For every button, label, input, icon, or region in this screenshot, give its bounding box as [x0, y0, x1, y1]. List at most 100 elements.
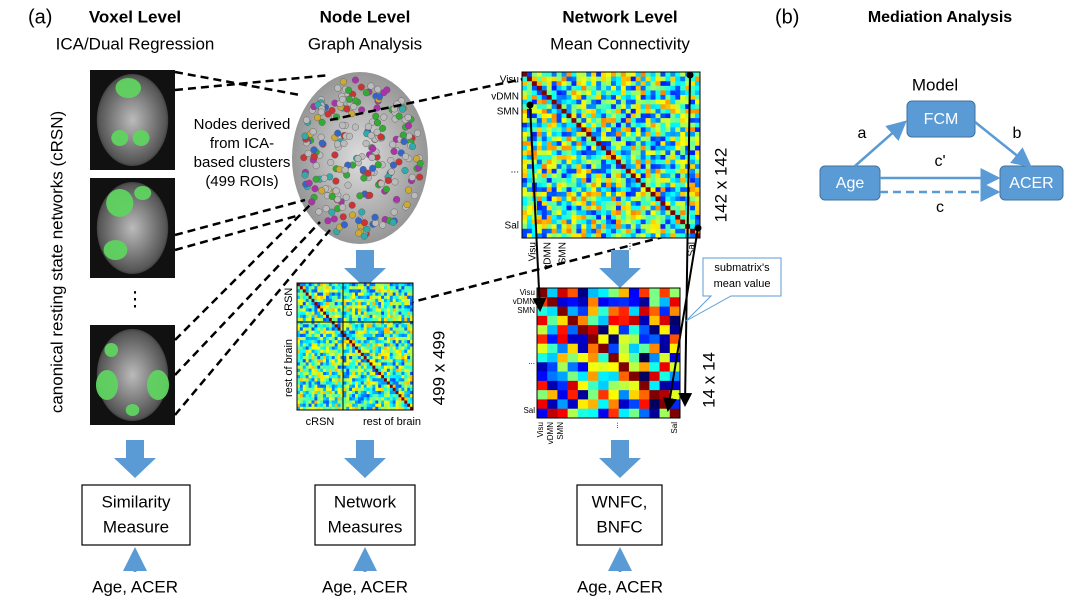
matrix-cell: [629, 334, 640, 344]
matrix-cell: [557, 164, 562, 169]
matrix-cell: [332, 372, 335, 375]
matrix-cell: [396, 397, 399, 400]
matrix-cell: [407, 283, 410, 286]
matrix-cell: [552, 95, 557, 100]
matrix-cell: [636, 86, 641, 91]
matrix-cell: [656, 197, 661, 202]
matrix-cell: [656, 192, 661, 197]
matrix-cell: [586, 81, 591, 86]
matrix-cell: [537, 72, 542, 77]
matrix-cell: [401, 375, 404, 378]
matrix-cell: [616, 114, 621, 119]
matrix-cell: [591, 141, 596, 146]
matrix-cell: [588, 372, 599, 382]
matrix-cell: [384, 324, 387, 327]
matrix-cell: [596, 137, 601, 142]
matrix-cell: [670, 72, 675, 77]
matrix-cell: [527, 206, 532, 211]
matrix-cell: [404, 381, 407, 384]
matrix-cell: [343, 289, 346, 292]
matrix-cell: [568, 297, 579, 307]
matrix-cell: [407, 372, 410, 375]
matrix-cell: [399, 375, 402, 378]
matrix-cell: [537, 307, 548, 317]
matrix-cell: [329, 343, 332, 346]
matrix-cell: [375, 400, 378, 403]
matrix-cell: [312, 404, 315, 407]
matrix-size: 14 x 14: [699, 352, 718, 408]
matrix-cell: [649, 372, 660, 382]
matrix-cell: [670, 123, 675, 128]
matrix-cell: [542, 72, 547, 77]
node-label: FCM: [924, 111, 959, 128]
matrix-cell: [601, 220, 606, 225]
matrix-cell: [320, 372, 323, 375]
matrix-cell: [407, 302, 410, 305]
matrix-cell: [303, 286, 306, 289]
matrix-cell: [306, 347, 309, 350]
matrix-cell: [557, 353, 568, 363]
matrix-cell: [586, 178, 591, 183]
matrix-cell: [352, 388, 355, 391]
matrix-cell: [312, 378, 315, 381]
matrix-cell: [588, 362, 599, 372]
matrix-cell: [675, 173, 680, 178]
matrix-cell: [326, 385, 329, 388]
matrix-cell: [300, 312, 303, 315]
matrix-cell: [303, 375, 306, 378]
matrix-cell: [300, 318, 303, 321]
matrix-cell: [370, 283, 373, 286]
matrix-cell: [641, 104, 646, 109]
matrix-cell: [567, 224, 572, 229]
matrix-cell: [396, 404, 399, 407]
matrix-cell: [571, 187, 576, 192]
matrix-cell: [303, 331, 306, 334]
matrix-cell: [581, 173, 586, 178]
matrix-cell: [656, 178, 661, 183]
matrix-cell: [367, 347, 370, 350]
matrix-cell: [680, 100, 685, 105]
matrix-cell: [349, 404, 352, 407]
matrix-cell: [352, 324, 355, 327]
matrix-cell: [631, 132, 636, 137]
matrix-cell: [329, 375, 332, 378]
matrix-cell: [665, 183, 670, 188]
matrix-cell: [375, 302, 378, 305]
matrix-cell: [346, 315, 349, 318]
matrix-cell: [335, 302, 338, 305]
matrix-cell: [568, 372, 579, 382]
matrix-cell: [552, 197, 557, 202]
matrix-cell: [314, 302, 317, 305]
matrix-cell: [680, 127, 685, 132]
matrix-cell: [670, 399, 681, 409]
matrix-cell: [326, 305, 329, 308]
node: [344, 106, 351, 113]
matrix-cell: [675, 197, 680, 202]
matrix-cell: [384, 347, 387, 350]
node: [333, 178, 340, 185]
matrix-cell: [606, 146, 611, 151]
matrix-cell: [300, 315, 303, 318]
matrix-cell: [547, 77, 552, 82]
matrix-cell: [598, 288, 609, 298]
matrix-cell: [303, 289, 306, 292]
matrix-cell: [660, 127, 665, 132]
matrix-cell: [343, 331, 346, 334]
matrix-cell: [314, 369, 317, 372]
matrix-cell: [581, 90, 586, 95]
matrix-cell: [576, 224, 581, 229]
matrix-cell: [606, 95, 611, 100]
matrix-cell: [381, 369, 384, 372]
matrix-cell: [393, 283, 396, 286]
matrix-cell: [346, 293, 349, 296]
matrix-cell: [332, 400, 335, 403]
matrix-cell: [675, 229, 680, 234]
matrix-cell: [578, 325, 589, 335]
matrix-cell: [646, 109, 651, 114]
matrix-cell: [396, 302, 399, 305]
matrix-cell: [387, 312, 390, 315]
node: [399, 106, 406, 113]
matrix-cell: [349, 375, 352, 378]
matrix-cell: [358, 385, 361, 388]
matrix-cell: [314, 308, 317, 311]
